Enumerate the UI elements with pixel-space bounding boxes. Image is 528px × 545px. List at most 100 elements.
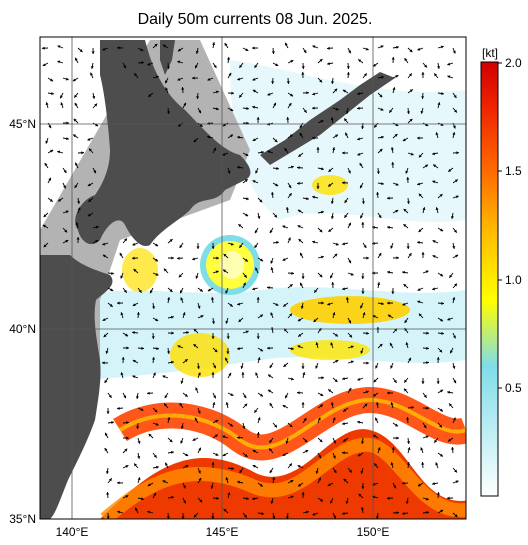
current-arrow-head (297, 166, 300, 170)
current-arrow-head (182, 485, 186, 489)
current-arrow-head (153, 454, 157, 458)
current-arrow-head (286, 117, 290, 120)
current-arrow-head (240, 365, 244, 369)
current-arrow-head (211, 516, 215, 519)
current-arrow-head (137, 440, 141, 444)
current-arrow-head (332, 455, 336, 459)
current-arrow-head (126, 346, 129, 350)
current-arrow-head (345, 132, 348, 136)
current-arrow-head (418, 229, 422, 232)
current-arrow-head (186, 331, 189, 335)
current-arrow-head (261, 512, 264, 516)
current-arrow-head (237, 77, 241, 81)
current-arrow-head (64, 229, 68, 233)
current-arrow-head (177, 256, 180, 260)
current-arrow-head (135, 507, 138, 511)
current-arrow-head (282, 405, 286, 408)
eddy-4 (290, 340, 370, 360)
current-arrow-head (344, 118, 347, 122)
current-arrow-head (255, 372, 259, 376)
current-arrow-head (425, 270, 429, 274)
current-arrow-head (301, 492, 305, 495)
current-arrow-head (374, 124, 378, 128)
current-arrow-head (290, 495, 294, 499)
current-arrow-head (299, 125, 303, 129)
current-arrow-head (126, 436, 129, 440)
current-arrow-head (373, 63, 377, 67)
current-arrow-head (402, 270, 405, 274)
current-arrow-head (171, 331, 174, 335)
current-arrow-head (163, 268, 167, 272)
current-arrow-head (346, 72, 350, 75)
current-arrow-head (180, 380, 184, 384)
current-arrow-head (378, 215, 382, 219)
current-arrow-head (193, 328, 197, 332)
current-arrow-head (180, 440, 184, 444)
current-arrow-head (379, 343, 383, 347)
current-arrow-head (360, 215, 363, 219)
current-arrow-head (138, 289, 142, 293)
current-arrow-head (348, 469, 352, 473)
current-arrow-head (297, 225, 301, 229)
current-arrow-head (282, 225, 286, 229)
current-arrow-head (42, 46, 45, 50)
current-arrow-head (141, 346, 144, 350)
current-arrow-head (215, 107, 219, 111)
current-arrow-head (453, 229, 457, 233)
current-arrow-head (135, 396, 139, 399)
current-arrow-head (252, 89, 256, 93)
current-arrow-head (141, 61, 144, 65)
current-arrow-head (421, 252, 425, 255)
current-arrow-head (270, 267, 274, 271)
current-arrow-head (216, 496, 219, 500)
current-arrow-head (396, 256, 399, 260)
current-arrow-head (185, 465, 189, 468)
current-arrow-head (395, 209, 399, 213)
current-arrow-head (185, 453, 189, 457)
current-arrow-head (238, 319, 242, 322)
current-arrow-head (155, 258, 159, 262)
current-arrow-head (275, 63, 279, 67)
current-vectors (41, 42, 460, 519)
current-arrow-head (169, 439, 173, 443)
current-arrow-head (432, 482, 435, 486)
current-arrow-head (297, 209, 301, 213)
current-arrow-head (198, 110, 202, 114)
current-arrow-head (403, 208, 407, 212)
current-arrow-head (409, 49, 413, 53)
current-arrow-head (259, 199, 263, 203)
current-arrow-head (285, 42, 288, 46)
current-arrow-head (452, 417, 456, 421)
current-arrow-head (195, 387, 199, 391)
current-arrow-head (222, 152, 226, 156)
current-arrow-head (453, 380, 457, 384)
current-arrow-head (387, 301, 390, 305)
current-arrow-head (194, 65, 198, 69)
current-arrow-head (192, 76, 195, 80)
current-arrow-head (402, 481, 405, 485)
current-arrow-head (366, 331, 369, 335)
current-arrow-head (252, 77, 256, 81)
current-arrow-head (272, 515, 276, 519)
current-arrow-head (178, 123, 182, 127)
current-arrow-head (425, 164, 429, 168)
current-arrow-head (222, 123, 226, 127)
current-arrow-head (321, 376, 324, 380)
current-arrow-head (193, 514, 197, 518)
current-arrow-head (376, 192, 380, 195)
current-arrow-head (409, 73, 412, 77)
current-arrow-head (334, 88, 338, 92)
current-arrow-head (45, 140, 49, 144)
current-arrow-head (342, 422, 345, 426)
current-arrow-head (321, 167, 324, 171)
current-arrow-head (318, 477, 321, 481)
current-arrow-head (57, 60, 61, 64)
current-arrow-head (286, 81, 290, 84)
current-arrow-head (403, 224, 407, 228)
current-arrow-head (285, 516, 290, 519)
current-arrow-head (213, 64, 217, 68)
current-arrow-head (117, 406, 120, 410)
current-arrow-head (425, 435, 429, 439)
current-arrow-head (357, 92, 360, 96)
